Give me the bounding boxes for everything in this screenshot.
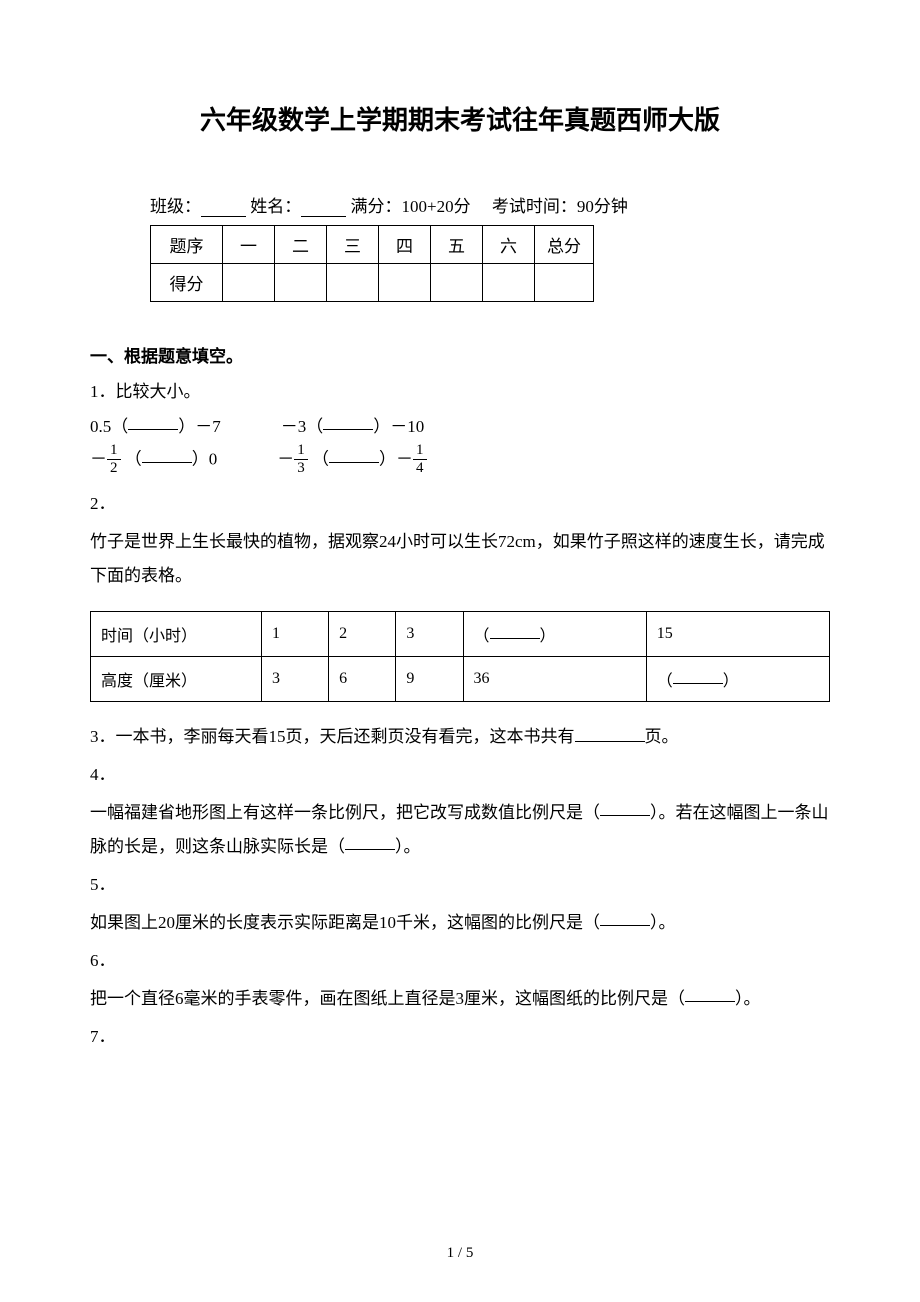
frac-den: 3 (294, 460, 308, 476)
q1-label: 1．比较大小。 (90, 375, 830, 409)
score-table: 题序 一 二 三 四 五 六 总分 得分 (150, 225, 594, 302)
q3-text-a: 3．一本书，李丽每天看15页，天后还剩页没有看完，这本书共有 (90, 727, 575, 746)
fraction: 14 (413, 443, 427, 476)
time-value: 90分钟 (577, 197, 628, 216)
score-cell (483, 264, 535, 302)
q5-text-b: ）。 (650, 913, 676, 932)
q2-text: 竹子是世界上生长最快的植物，据观察24小时可以生长72cm，如果竹子照这样的速度… (90, 525, 830, 593)
q6-text-b: ）。 (735, 989, 761, 1008)
col-header: 五 (431, 226, 483, 264)
q1-compare-row1: 0.5（）－7 －3（）－10 (90, 413, 830, 440)
cell: 3 (262, 657, 329, 702)
neg-sign: － (396, 450, 413, 469)
score-cell (327, 264, 379, 302)
compare-item-b: －3（）－10 (281, 413, 425, 440)
cell: 6 (329, 657, 396, 702)
q5-label: 5． (90, 868, 830, 902)
col-header: 三 (327, 226, 379, 264)
row2-label: 得分 (151, 264, 223, 302)
q7-label: 7． (90, 1020, 830, 1054)
score-cell (431, 264, 483, 302)
row-label: 时间（小时） (91, 612, 262, 657)
blank (142, 462, 192, 463)
fraction: 13 (294, 443, 308, 476)
q6-label: 6． (90, 944, 830, 978)
score-cell (535, 264, 594, 302)
cell: 2 (329, 612, 396, 657)
compare-left: 0.5 (90, 417, 111, 436)
name-label: 姓名： (250, 197, 301, 216)
col-header: 六 (483, 226, 535, 264)
compare-left: －3 (281, 417, 307, 436)
q4: 一幅福建省地形图上有这样一条比例尺，把它改写成数值比例尺是（）。若在这幅图上一条… (90, 796, 830, 864)
table-row: 得分 (151, 264, 594, 302)
cell-blank: （） (646, 657, 829, 702)
neg-sign: － (277, 450, 294, 469)
col-header: 四 (379, 226, 431, 264)
compare-right: 0 (209, 450, 218, 469)
blank (575, 741, 645, 742)
q5: 如果图上20厘米的长度表示实际距离是10千米，这幅图的比例尺是（ ）。 (90, 906, 830, 940)
row1-label: 题序 (151, 226, 223, 264)
blank (329, 462, 379, 463)
frac-den: 4 (413, 460, 427, 476)
cell: 15 (646, 612, 829, 657)
q6-text-a: 把一个直径6毫米的手表零件，画在图纸上直径是3厘米，这幅图纸的比例尺是（ (90, 989, 685, 1008)
blank (600, 925, 650, 926)
cell: 36 (463, 657, 646, 702)
page-number: 1 / 5 (0, 1245, 920, 1262)
compare-right: －7 (195, 417, 221, 436)
score-cell (379, 264, 431, 302)
q3: 3．一本书，李丽每天看15页，天后还剩页没有看完，这本书共有 页。 (90, 720, 830, 754)
blank (128, 429, 178, 430)
frac-num: 1 (413, 443, 427, 460)
frac-num: 1 (294, 443, 308, 460)
blank (600, 815, 650, 816)
table-row: 高度（厘米） 3 6 9 36 （） (91, 657, 830, 702)
q4-text-a: 一幅福建省地形图上有这样一条比例尺，把它改写成数值比例尺是（ (90, 803, 600, 822)
fullmarks-value: 100+20分 (402, 197, 471, 216)
q2-label: 2． (90, 487, 830, 521)
blank (323, 429, 373, 430)
col-header: 一 (223, 226, 275, 264)
q1-compare-row2: －12 （）0 －13 （）－14 (90, 444, 830, 477)
blank (345, 849, 395, 850)
q6: 把一个直径6毫米的手表零件，画在图纸上直径是3厘米，这幅图纸的比例尺是（ ）。 (90, 982, 830, 1016)
table-row: 题序 一 二 三 四 五 六 总分 (151, 226, 594, 264)
q2-table: 时间（小时） 1 2 3 （） 15 高度（厘米） 3 6 9 36 （） (90, 611, 830, 702)
q4-label: 4． (90, 758, 830, 792)
class-blank (201, 199, 246, 217)
table-row: 时间（小时） 1 2 3 （） 15 (91, 612, 830, 657)
score-cell (275, 264, 327, 302)
exam-info-line: 班级： 姓名： 满分：100+20分 考试时间：90分钟 (150, 192, 830, 217)
section-heading: 一、根据题意填空。 (90, 342, 830, 367)
compare-right: －10 (390, 417, 424, 436)
cell-blank: （） (463, 612, 646, 657)
page-title: 六年级数学上学期期末考试往年真题西师大版 (90, 100, 830, 137)
blank (490, 638, 540, 639)
compare-item-d: －13 （）－14 (277, 444, 426, 477)
compare-item-c: －12 （）0 (90, 444, 217, 477)
fullmarks-label: 满分： (351, 197, 402, 216)
q3-text-b: 页。 (645, 727, 679, 746)
score-cell (223, 264, 275, 302)
col-header: 二 (275, 226, 327, 264)
class-label: 班级： (150, 197, 201, 216)
cell: 9 (396, 657, 463, 702)
cell: 3 (396, 612, 463, 657)
name-blank (301, 199, 346, 217)
time-label: 考试时间： (492, 197, 577, 216)
fraction: 12 (107, 443, 121, 476)
blank (685, 1001, 735, 1002)
neg-sign: － (90, 450, 107, 469)
q5-text-a: 如果图上20厘米的长度表示实际距离是10千米，这幅图的比例尺是（ (90, 913, 600, 932)
col-header: 总分 (535, 226, 594, 264)
blank (673, 683, 723, 684)
cell: 1 (262, 612, 329, 657)
q4-text-c: ）。 (395, 837, 421, 856)
compare-item-a: 0.5（）－7 (90, 413, 221, 440)
row-label: 高度（厘米） (91, 657, 262, 702)
frac-den: 2 (107, 460, 121, 476)
frac-num: 1 (107, 443, 121, 460)
